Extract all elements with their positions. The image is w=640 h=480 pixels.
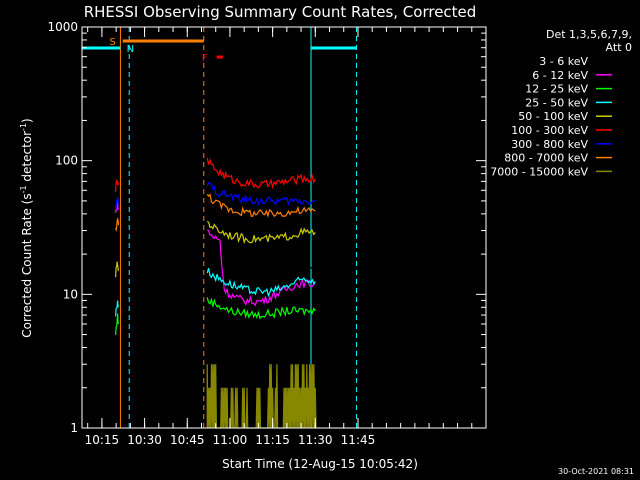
legend-entry-label: 12 - 25 keV: [525, 83, 588, 96]
y-axis-label-main: Corrected Count Rate (s: [20, 193, 34, 337]
y-tick-label: 1000: [47, 20, 78, 34]
marker-lines: [119, 27, 358, 428]
legend-detectors: Det 1,3,5,6,7,9,: [546, 28, 632, 41]
flag-label-f: F: [202, 53, 208, 64]
series-line-7-seg-1: [206, 193, 316, 218]
legend-entry-label: 6 - 12 keV: [532, 69, 588, 82]
legend-entry-label: 7000 - 15000 keV: [490, 165, 588, 178]
series-line-2-seg-0: [115, 313, 119, 335]
x-tick-label: 11:15: [255, 433, 290, 447]
y-axis-label-end: ): [20, 118, 34, 123]
y-axis-label-middle: detector: [20, 131, 34, 186]
x-tick-label: 10:45: [170, 433, 205, 447]
x-tick-label: 10:30: [127, 433, 162, 447]
legend-entry-label: 800 - 7000 keV: [504, 152, 588, 165]
y-axis-label: Corrected Count Rate (s-1 detector-1): [19, 118, 34, 337]
series-line-4-seg-1: [206, 220, 316, 245]
chart-title: RHESSI Observing Summary Count Rates, Co…: [84, 3, 477, 21]
legend-entry-label: 3 - 6 keV: [539, 55, 588, 68]
x-axis-ticks: 10:15 10:30 10:45 11:00 11:15 11:30 11:45: [85, 27, 473, 447]
x-tick-label: 11:45: [341, 433, 376, 447]
y-axis-ticks: 1 10 100 1000: [47, 20, 486, 435]
legend-entry-label: 300 - 800 keV: [511, 138, 588, 151]
series-line-6-seg-1: [206, 181, 316, 207]
series-line-5-seg-0: [115, 179, 119, 192]
y-axis-label-superscript-1: -1: [19, 185, 28, 193]
series-line-0-seg-0: [115, 271, 119, 299]
series-line-0-seg-1: [206, 208, 316, 275]
x-tick-label: 11:00: [213, 433, 248, 447]
flag-label-n: N: [127, 44, 134, 55]
footer-timestamp: 30-Oct-2021 08:31: [558, 467, 634, 476]
legend-entry-label: 50 - 100 keV: [518, 110, 588, 123]
y-tick-label: 100: [55, 154, 78, 168]
series-line-3-seg-1: [206, 268, 316, 298]
series-line-6-seg-0: [115, 196, 119, 210]
flag-label-s: S: [110, 37, 116, 48]
status-flags: SN F: [82, 37, 357, 64]
x-axis-label: Start Time (12-Aug-15 10:05:42): [222, 457, 418, 471]
y-tick-label: 1: [70, 421, 78, 435]
series-line-7-seg-0: [115, 217, 119, 233]
legend-entry-label: 25 - 50 keV: [525, 96, 588, 109]
y-axis-label-superscript-2: -1: [19, 123, 28, 131]
series-line-1-seg-1: [206, 229, 316, 307]
x-tick-label: 11:30: [298, 433, 333, 447]
x-tick-label: 10:15: [85, 433, 120, 447]
y-tick-label: 10: [63, 287, 78, 301]
legend-entry-label: 100 - 300 keV: [511, 124, 588, 137]
legend-attenuator: Att 0: [606, 41, 632, 54]
series-line-4-seg-0: [115, 261, 119, 278]
series-line-3-seg-0: [115, 300, 119, 317]
series-line-2-seg-1: [206, 297, 316, 320]
series-line-5-seg-1: [206, 157, 316, 190]
plot-frame: [81, 26, 487, 429]
